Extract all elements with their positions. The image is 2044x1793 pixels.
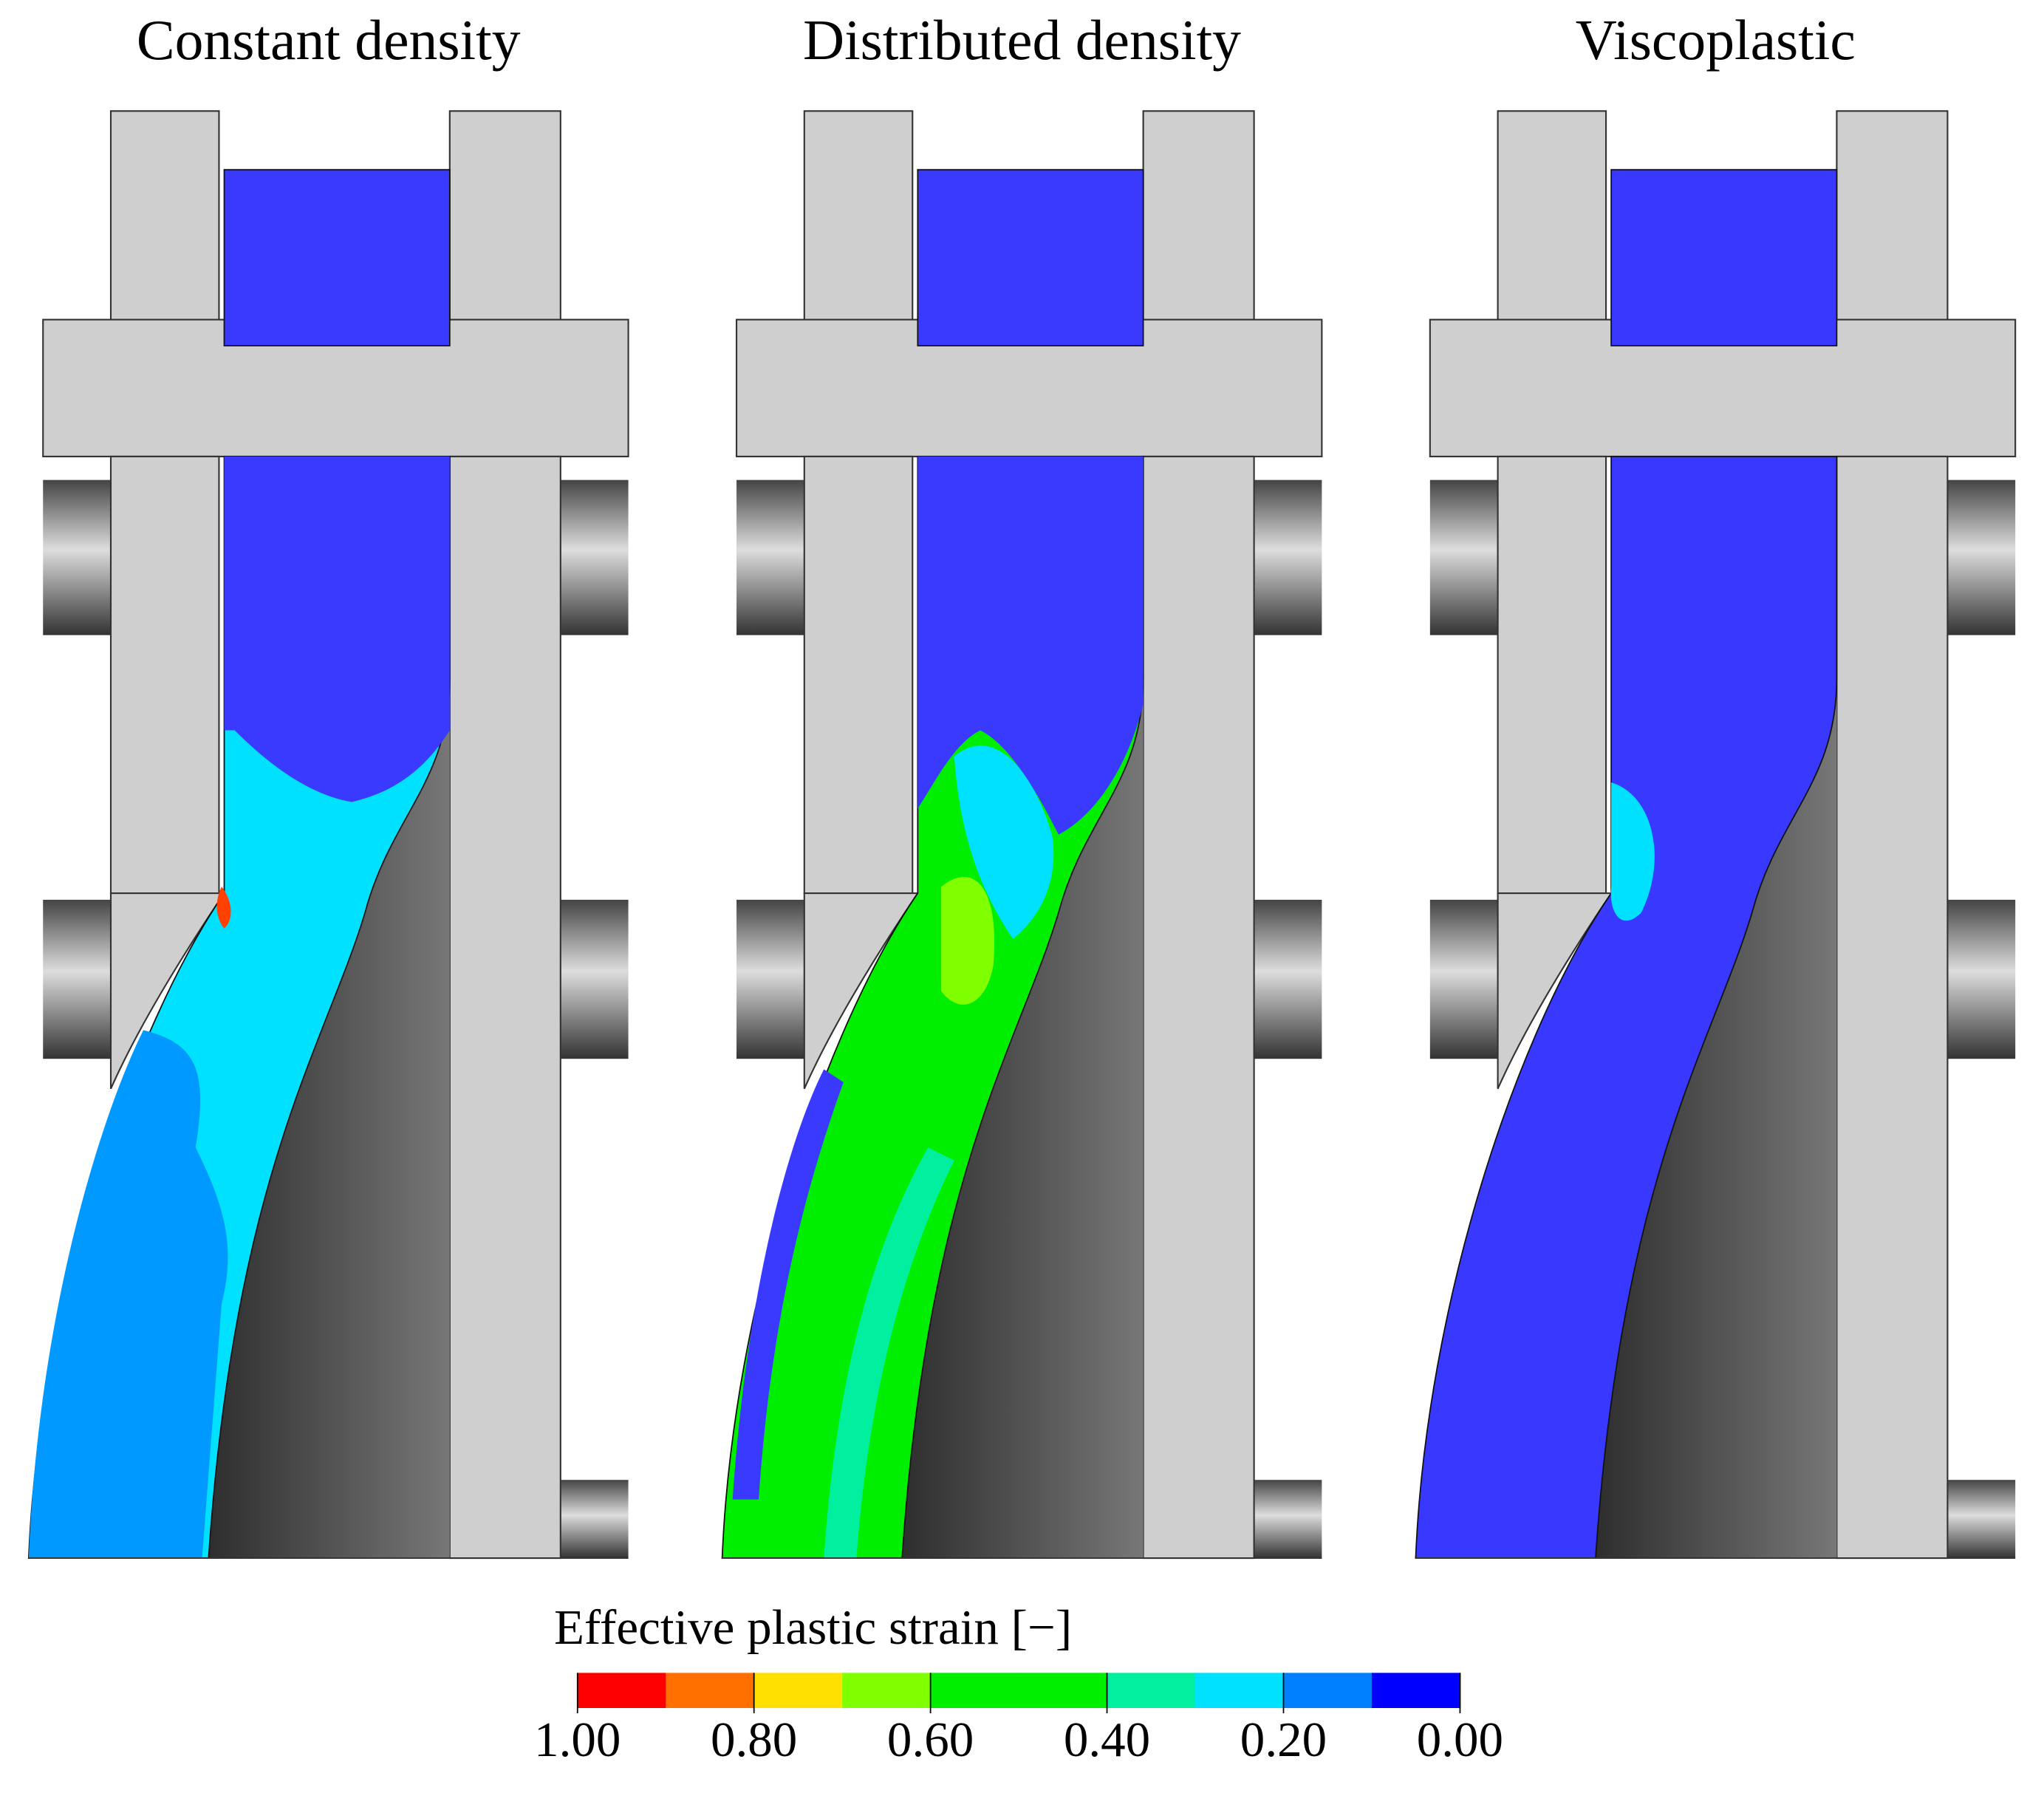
colorbar-tick-label: 0.40 — [1064, 1712, 1150, 1767]
die-part — [1142, 110, 1255, 346]
roller — [736, 479, 804, 635]
roller — [1429, 899, 1498, 1059]
colorbar-segment — [1195, 1673, 1285, 1709]
strain-contour — [941, 877, 995, 1005]
die-part — [803, 110, 914, 346]
strain-contour — [1610, 782, 1655, 921]
panel-title: Constant density — [137, 8, 521, 72]
panel-title: Viscoplastic — [1576, 8, 1856, 72]
strain-contour — [224, 456, 450, 802]
colorbar-segment — [842, 1673, 932, 1709]
colorbar-tick-label: 1.00 — [534, 1712, 621, 1767]
roller — [1254, 479, 1322, 635]
colorbar-segment — [753, 1673, 844, 1709]
roller — [1254, 899, 1322, 1059]
workpiece-top — [917, 168, 1144, 346]
die-part — [109, 455, 220, 895]
panel-title: Distributed density — [803, 8, 1241, 72]
colorbar-title: Effective plastic strain [−] — [554, 1599, 1072, 1655]
strain-contour — [732, 1069, 844, 1500]
colorbar-segment — [1283, 1673, 1373, 1709]
colorbar-tick-label: 0.00 — [1417, 1712, 1503, 1767]
colorbar-tick-label: 0.80 — [711, 1712, 797, 1767]
die-part — [1142, 455, 1255, 1560]
die-part — [448, 455, 561, 1560]
die-part — [1836, 110, 1949, 346]
roller — [736, 899, 804, 1059]
roller-dark — [902, 677, 1144, 1559]
die-part — [803, 455, 914, 895]
workpiece-top — [1610, 168, 1838, 346]
die-part — [1836, 455, 1949, 1560]
strain-contour — [1415, 456, 1838, 1559]
colorbar-segment — [577, 1673, 667, 1709]
roller — [1947, 899, 2016, 1059]
colorbar-tick-label: 0.20 — [1240, 1712, 1327, 1767]
panel: Constant density — [27, 8, 629, 1560]
colorbar-tick-label: 0.60 — [887, 1712, 974, 1767]
roller — [560, 1480, 629, 1559]
roller-dark — [208, 677, 450, 1559]
die-part — [1497, 455, 1607, 895]
colorbar-segment — [930, 1673, 1019, 1709]
roller — [1254, 1480, 1322, 1559]
panel: Distributed density — [721, 8, 1323, 1560]
colorbar-segment — [666, 1673, 755, 1709]
strain-contour — [954, 745, 1054, 939]
roller — [1429, 479, 1498, 635]
die-part — [1497, 110, 1607, 346]
roller — [560, 899, 629, 1059]
strain-contour — [917, 456, 1144, 835]
roller — [560, 479, 629, 635]
workpiece-top — [223, 168, 451, 346]
strain-contour — [28, 1030, 228, 1559]
colorbar-segment — [1019, 1673, 1108, 1709]
colorbar-segment — [1371, 1673, 1461, 1709]
die-part — [109, 110, 220, 346]
strain-contour — [824, 1147, 954, 1559]
roller — [43, 899, 111, 1059]
roller — [43, 479, 111, 635]
roller-dark — [1595, 677, 1837, 1559]
strain-contour — [216, 887, 231, 929]
panel: Viscoplastic — [1415, 8, 2017, 1560]
die-part — [448, 110, 561, 346]
roller — [1947, 1480, 2016, 1559]
roller — [1947, 479, 2016, 635]
colorbar-segment — [1107, 1673, 1196, 1709]
